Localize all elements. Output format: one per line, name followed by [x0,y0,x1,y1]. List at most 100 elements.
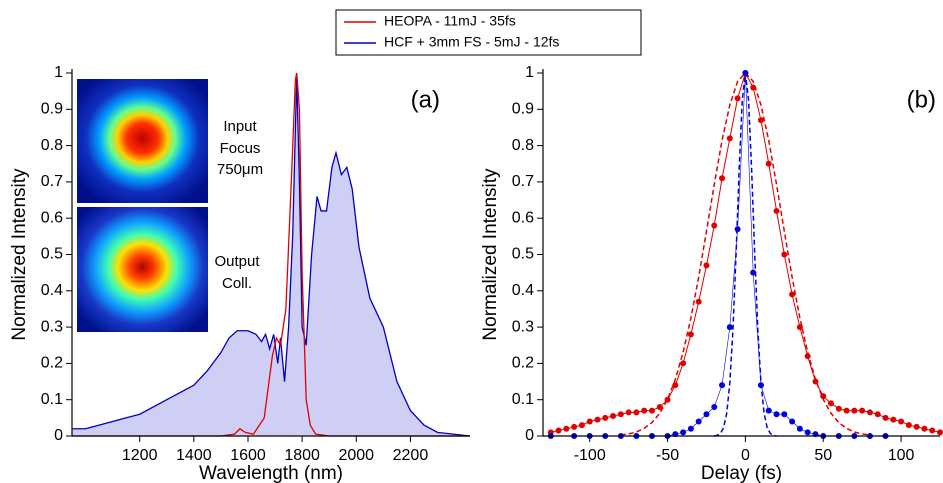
y-tick-label: 0.5 [512,246,534,263]
data-point [656,403,663,410]
data-point [757,117,764,124]
series-line [550,72,886,437]
x-axis-label: Wavelength (nm) [199,463,343,483]
data-point [929,427,936,434]
data-point [664,396,671,403]
series-line [714,72,777,437]
x-tick-label: 1800 [284,447,320,464]
data-point [921,425,928,432]
plot-area [72,72,470,437]
y-tick-label: 0.7 [512,173,534,190]
data-point [781,411,788,418]
plot-area [550,71,940,437]
data-point [563,425,570,432]
y-tick-label: 0.2 [41,355,63,372]
data-point [672,382,679,389]
series-line [620,71,871,436]
area [72,76,470,436]
data-point [765,160,772,167]
data-point [555,427,562,434]
x-tick-label: 2000 [338,447,374,464]
annotation: Output [214,253,260,270]
series-line [72,72,470,437]
x-tick-label: 0 [741,447,750,464]
y-tick-label: 1 [525,64,534,81]
x-tick-label: -50 [656,447,679,464]
x-axis-label: Delay (fs) [701,463,782,483]
data-point [719,175,726,182]
data-point [796,425,803,432]
y-tick-label: 0.4 [512,282,534,299]
y-tick-label: 0.9 [512,101,534,118]
y-tick-label: 0 [54,427,63,444]
y-tick-label: 0 [525,427,534,444]
data-point [866,409,873,416]
data-point [625,409,632,416]
data-point [617,411,624,418]
y-axis-label: Normalized Intensity [480,168,501,341]
data-point [750,84,757,91]
x-tick-label: -100 [574,447,606,464]
data-point [680,429,687,436]
data-point [843,407,850,414]
data-point [641,407,648,414]
data-point [874,411,881,418]
data-point [711,403,718,410]
y-tick-label: 0.8 [41,137,63,154]
data-point [680,360,687,367]
x-tick-label: 1400 [176,447,212,464]
x-tick-label: 1200 [122,447,158,464]
data-point [695,298,702,305]
data-point [773,207,780,214]
data-point [898,418,905,425]
y-tick-label: 1 [54,64,63,81]
annotation: (b) [907,86,936,113]
legend-label: HEOPA - 11mJ - 35fs [384,13,516,29]
data-point [835,405,842,412]
data-point [726,324,733,331]
input-beam-image [77,79,208,203]
y-axis-label: Normalized Intensity [9,168,30,341]
data-point [804,429,811,436]
data-point [820,393,827,400]
data-point [594,416,601,423]
annotation: Focus [220,140,261,157]
data-point [695,418,702,425]
data-point [726,135,733,142]
y-tick-label: 0.9 [41,101,63,118]
y-tick-label: 0.5 [41,246,63,263]
annotation: Input [223,118,257,135]
data-point [796,324,803,331]
data-point [773,411,780,418]
legend-box [335,9,642,56]
data-point [687,425,694,432]
series-line [72,76,470,437]
data-point [571,423,578,430]
y-tick-label: 0.8 [512,137,534,154]
x-tick-label: 100 [888,447,915,464]
data-point [789,418,796,425]
data-point [913,423,920,430]
data-point [757,382,764,389]
data-point [851,407,858,414]
y-tick-label: 0.1 [512,391,534,408]
x-tick-label: 50 [814,447,832,464]
data-point [578,422,585,429]
data-point [734,226,741,233]
data-point [937,429,943,436]
x-tick-label: 2200 [393,447,429,464]
data-point [789,291,796,298]
data-point [812,378,819,385]
data-point [602,414,609,421]
data-point [859,407,866,414]
data-point [750,269,757,276]
x-tick-label: 1600 [230,447,266,464]
data-point [890,416,897,423]
annotation: 750μm [217,161,263,178]
data-point [734,95,741,102]
data-point [586,418,593,425]
data-point [703,411,710,418]
data-point [828,400,835,407]
y-tick-label: 0.6 [512,209,534,226]
